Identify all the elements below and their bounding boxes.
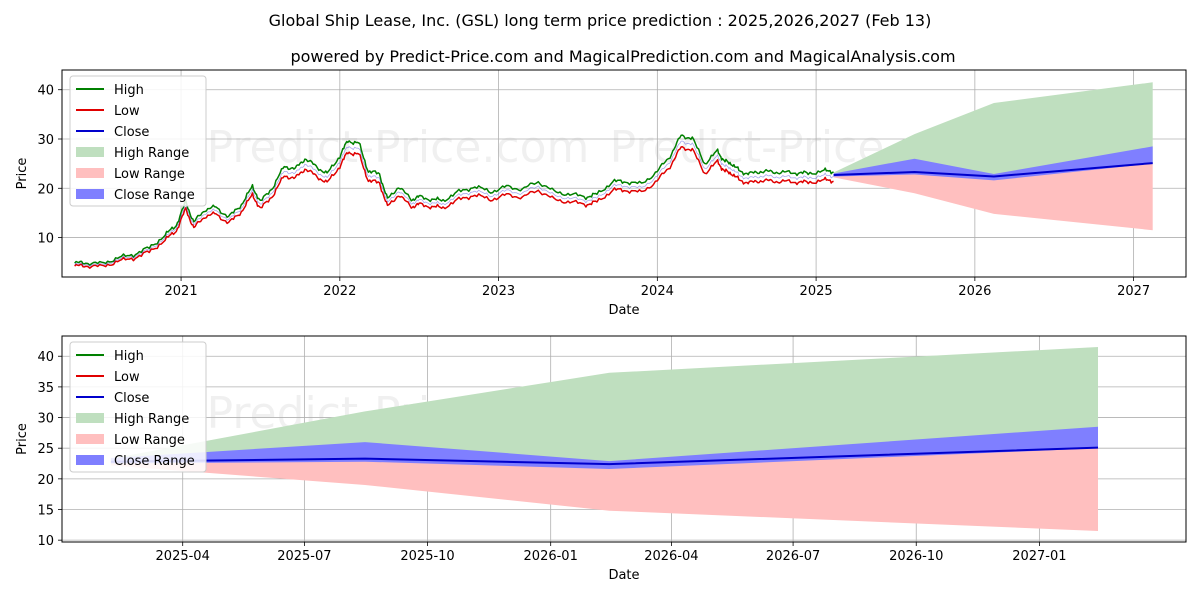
y-tick-label: 30	[37, 412, 54, 427]
y-tick-label: 20	[37, 473, 54, 488]
legend-low-label: Low	[114, 104, 140, 119]
x-tick-label: 2021	[165, 284, 198, 299]
x-tick-label: 2025-10	[400, 549, 454, 564]
legend-close-range-label: Close Range	[114, 188, 195, 203]
x-tick-label: 2025-04	[156, 549, 210, 564]
x-axis-label: Date	[608, 303, 639, 318]
x-tick-label: 2027	[1117, 284, 1150, 299]
legend-high-range-swatch	[76, 147, 104, 157]
legend-close-label: Close	[114, 391, 149, 406]
y-tick-label: 30	[37, 133, 54, 148]
x-tick-label: 2023	[482, 284, 515, 299]
x-axis-label: Date	[608, 568, 639, 583]
legend-low-range-swatch	[76, 434, 104, 444]
x-tick-label: 2026-04	[644, 549, 698, 564]
y-axis-label: Price	[15, 158, 30, 190]
legend-close-range-swatch	[76, 189, 104, 199]
legend-low-range-swatch	[76, 168, 104, 178]
x-tick-label: 2026-07	[766, 549, 820, 564]
y-tick-label: 35	[37, 381, 54, 396]
x-tick-label: 2026-10	[889, 549, 943, 564]
x-tick-label: 2024	[641, 284, 674, 299]
legend-low-label: Low	[114, 370, 140, 385]
high-price-line	[74, 134, 834, 266]
x-tick-label: 2026	[958, 284, 991, 299]
legend-high-label: High	[114, 349, 144, 364]
low-range-band	[833, 163, 1153, 231]
forecast-plot-frame	[61, 335, 1187, 543]
low-price-line	[74, 146, 834, 269]
high-range-band	[110, 347, 1098, 464]
legend-high-label: High	[114, 83, 144, 98]
x-tick-label: 2025-07	[277, 549, 331, 564]
legend-low-range-label: Low Range	[114, 167, 185, 182]
y-tick-label: 25	[37, 442, 54, 457]
close-forecast-line	[110, 446, 1099, 466]
y-tick-label: 40	[37, 350, 54, 365]
y-tick-label: 10	[37, 232, 54, 247]
legend-low-range-label: Low Range	[114, 433, 185, 448]
legend-high-range-swatch	[76, 413, 104, 423]
historical-plot-frame	[61, 69, 1187, 278]
legend-high-range-label: High Range	[114, 146, 189, 161]
y-tick-label: 20	[37, 182, 54, 197]
watermark-text: Predict-Price.com	[207, 122, 590, 173]
legend-close-label: Close	[114, 125, 149, 140]
x-tick-label: 2025	[800, 284, 833, 299]
y-axis-label: Price	[15, 423, 30, 455]
high-range-band	[833, 82, 1153, 177]
close-price-line	[74, 140, 834, 267]
y-tick-label: 10	[37, 534, 54, 549]
y-tick-label: 15	[37, 504, 54, 519]
forecast-chart-panel: Predict-Price.comPredict-Price.com2025-0…	[15, 335, 1187, 583]
chart-subtitle: powered by Predict-Price.com and Magical…	[290, 47, 955, 66]
legend-close-range-swatch	[76, 455, 104, 465]
x-tick-label: 2022	[323, 284, 356, 299]
close-forecast-line	[833, 162, 1153, 178]
y-tick-label: 40	[37, 84, 54, 99]
x-tick-label: 2026-01	[524, 549, 578, 564]
legend-high-range-label: High Range	[114, 412, 189, 427]
chart-title: Global Ship Lease, Inc. (GSL) long term …	[269, 11, 932, 30]
low-range-band	[110, 447, 1098, 531]
x-tick-label: 2027-01	[1012, 549, 1066, 564]
legend-close-range-label: Close Range	[114, 454, 195, 469]
